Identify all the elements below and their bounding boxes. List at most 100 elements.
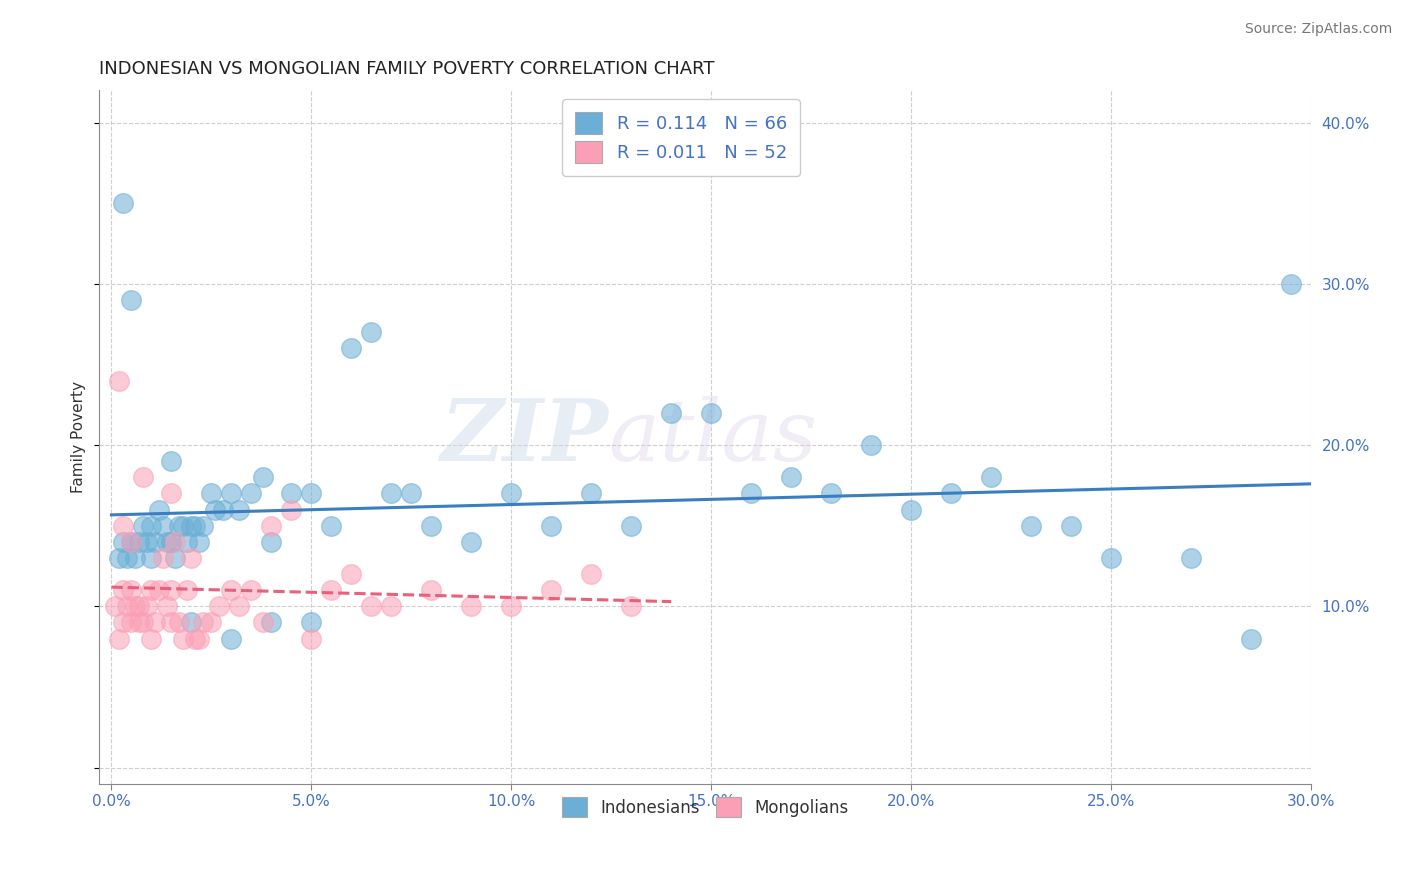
Point	[120, 615, 142, 630]
Point	[221, 632, 243, 646]
Point	[120, 583, 142, 598]
Point	[501, 486, 523, 500]
Point	[180, 518, 202, 533]
Point	[141, 583, 163, 598]
Point	[200, 486, 222, 500]
Point	[1019, 518, 1042, 533]
Point	[112, 615, 135, 630]
Point	[1240, 632, 1263, 646]
Point	[939, 486, 962, 500]
Point	[141, 551, 163, 566]
Point	[280, 486, 302, 500]
Point	[180, 615, 202, 630]
Point	[117, 551, 139, 566]
Point	[340, 341, 363, 355]
Point	[132, 615, 155, 630]
Point	[141, 518, 163, 533]
Point	[581, 567, 603, 582]
Point	[380, 599, 402, 614]
Point	[128, 615, 150, 630]
Point	[108, 632, 131, 646]
Point	[540, 518, 562, 533]
Point	[120, 293, 142, 307]
Point	[184, 518, 207, 533]
Point	[260, 615, 283, 630]
Point	[1099, 551, 1122, 566]
Point	[172, 518, 194, 533]
Point	[160, 486, 183, 500]
Point	[700, 406, 723, 420]
Point	[132, 518, 155, 533]
Point	[321, 518, 343, 533]
Point	[360, 325, 382, 339]
Point	[860, 438, 883, 452]
Point	[169, 615, 191, 630]
Point	[820, 486, 842, 500]
Point	[280, 502, 302, 516]
Point	[128, 534, 150, 549]
Point	[156, 534, 179, 549]
Point	[148, 583, 170, 598]
Point	[165, 534, 187, 549]
Point	[180, 551, 202, 566]
Point	[156, 599, 179, 614]
Point	[136, 534, 159, 549]
Point	[581, 486, 603, 500]
Point	[321, 583, 343, 598]
Point	[299, 486, 322, 500]
Y-axis label: Family Poverty: Family Poverty	[72, 381, 86, 493]
Text: atlas: atlas	[609, 396, 817, 478]
Point	[112, 534, 135, 549]
Point	[260, 534, 283, 549]
Point	[193, 615, 215, 630]
Point	[980, 470, 1002, 484]
Point	[212, 502, 235, 516]
Point	[112, 583, 135, 598]
Point	[176, 583, 198, 598]
Point	[169, 518, 191, 533]
Point	[141, 632, 163, 646]
Point	[620, 518, 643, 533]
Point	[160, 615, 183, 630]
Point	[460, 534, 482, 549]
Point	[204, 502, 226, 516]
Point	[260, 518, 283, 533]
Point	[145, 534, 167, 549]
Point	[160, 534, 183, 549]
Point	[136, 599, 159, 614]
Text: INDONESIAN VS MONGOLIAN FAMILY POVERTY CORRELATION CHART: INDONESIAN VS MONGOLIAN FAMILY POVERTY C…	[100, 60, 714, 78]
Point	[659, 406, 682, 420]
Point	[252, 470, 274, 484]
Point	[176, 534, 198, 549]
Legend: Indonesians, Mongolians: Indonesians, Mongolians	[555, 790, 855, 824]
Point	[108, 551, 131, 566]
Point	[340, 567, 363, 582]
Point	[188, 632, 211, 646]
Point	[117, 599, 139, 614]
Text: Source: ZipAtlas.com: Source: ZipAtlas.com	[1244, 22, 1392, 37]
Point	[145, 615, 167, 630]
Point	[184, 632, 207, 646]
Point	[228, 599, 250, 614]
Point	[152, 518, 174, 533]
Point	[112, 196, 135, 211]
Point	[240, 583, 263, 598]
Point	[160, 583, 183, 598]
Point	[208, 599, 231, 614]
Point	[401, 486, 423, 500]
Point	[299, 615, 322, 630]
Point	[900, 502, 922, 516]
Point	[420, 583, 443, 598]
Point	[120, 534, 142, 549]
Point	[221, 486, 243, 500]
Point	[200, 615, 222, 630]
Point	[172, 632, 194, 646]
Point	[132, 470, 155, 484]
Point	[228, 502, 250, 516]
Point	[380, 486, 402, 500]
Point	[501, 599, 523, 614]
Point	[540, 583, 562, 598]
Point	[221, 583, 243, 598]
Point	[252, 615, 274, 630]
Point	[420, 518, 443, 533]
